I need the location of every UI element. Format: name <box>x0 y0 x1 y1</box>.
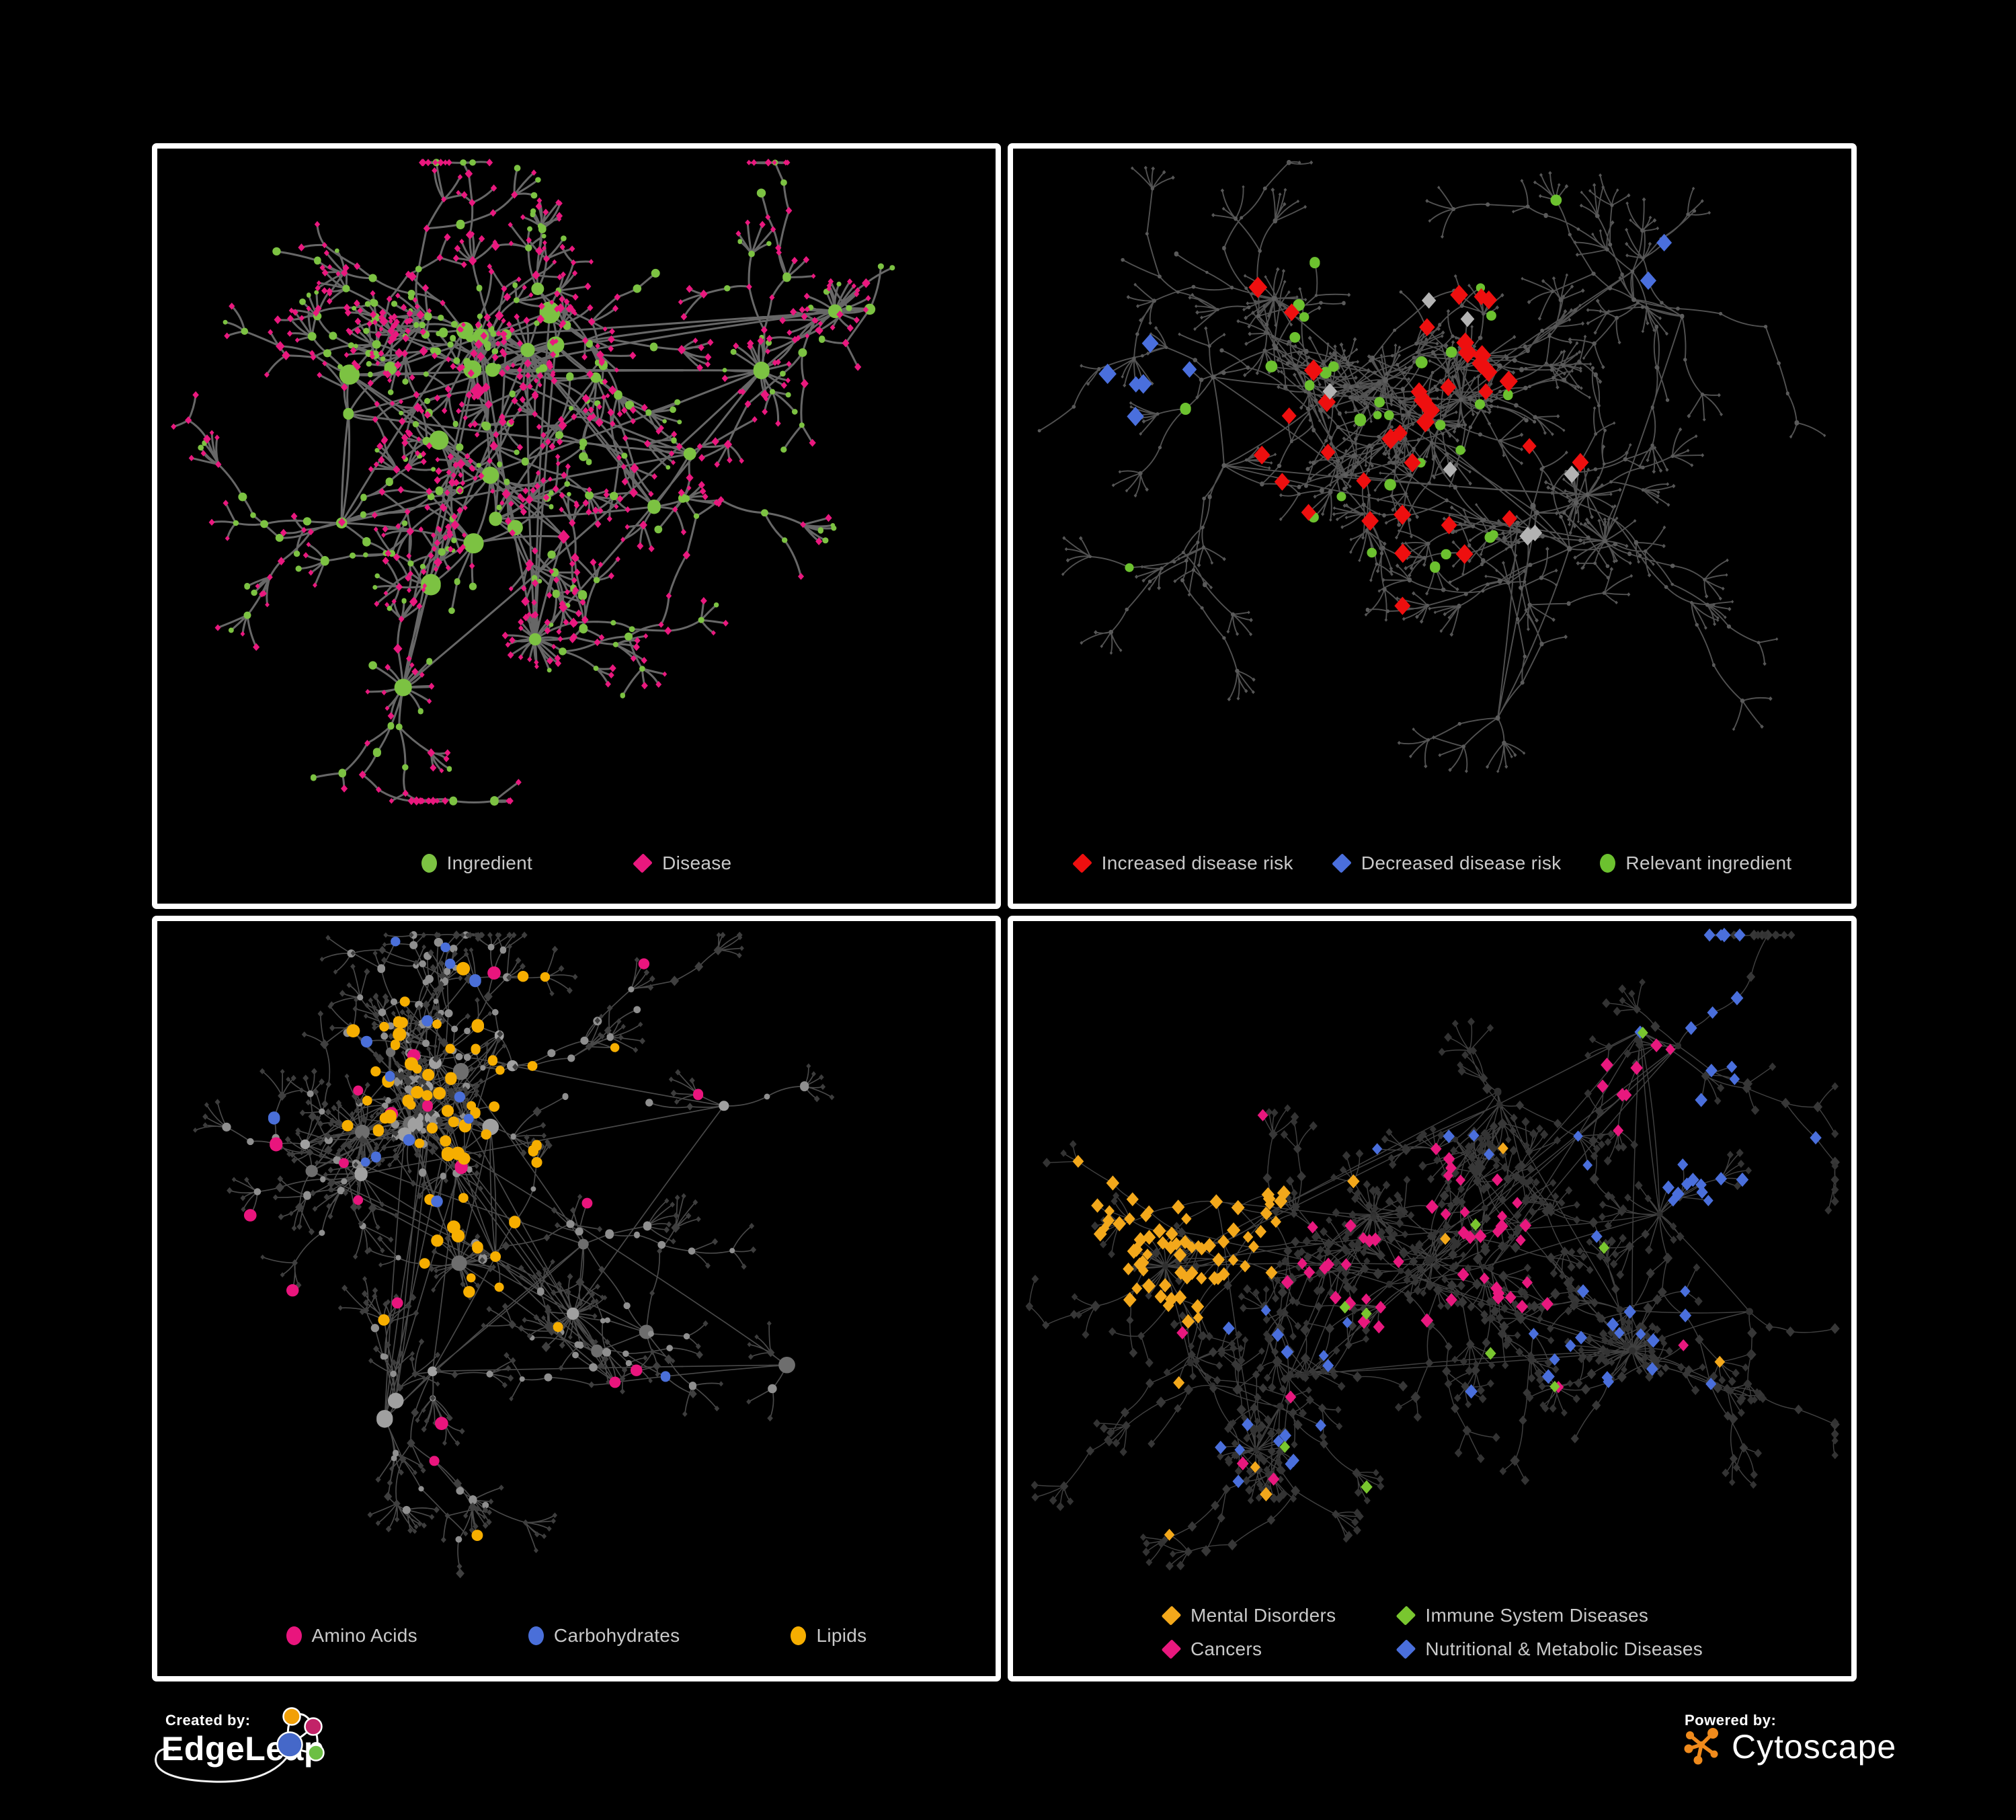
legend-diamond-marker <box>1161 1606 1181 1626</box>
legend-ingredient-disease: Ingredient Disease <box>157 853 996 874</box>
legend-label: Amino Acids <box>311 1625 417 1646</box>
legend-item-disease-classes-1: Immune System Diseases <box>1396 1605 1703 1626</box>
panel-nutrient-groups: Amino Acids Carbohydrates Lipids <box>152 916 1001 1681</box>
cytoscape-logo-icon <box>1684 1728 1718 1765</box>
legend-label: Ingredient <box>446 853 533 873</box>
created-by-label: Created by: <box>165 1712 251 1729</box>
legend-label: Relevant ingredient <box>1625 853 1792 873</box>
cytoscape-credit: Powered by: Cytoscape <box>1683 1708 1912 1802</box>
legend-circle-marker <box>791 1626 807 1645</box>
legend-nutrient-groups: Amino Acids Carbohydrates Lipids <box>157 1625 996 1647</box>
cytoscape-wordmark: Cytoscape <box>1732 1728 1897 1766</box>
legend-item-ingredient-disease-0: Ingredient <box>421 853 533 874</box>
network-graph-disease-classes <box>1025 927 1840 1571</box>
legend-label: Lipids <box>816 1625 867 1646</box>
legend-label: Cancers <box>1190 1638 1262 1659</box>
network-graph-disease-risk <box>1037 159 1826 773</box>
legend-label: Increased disease risk <box>1101 853 1293 873</box>
panel-ingredient-disease: Ingredient Disease <box>152 143 1001 909</box>
legend-label: Mental Disorders <box>1190 1605 1336 1626</box>
legend-item-disease-classes-2: Cancers <box>1161 1638 1336 1660</box>
legend-diamond-marker <box>1072 853 1092 873</box>
legend-diamond-marker <box>1396 1606 1416 1626</box>
legend-circle-marker <box>421 854 437 873</box>
legend-disease-classes: Mental Disorders Immune System Diseases Ca… <box>1161 1605 1703 1660</box>
legend-circle-marker <box>286 1626 302 1645</box>
legend-label: Decreased disease risk <box>1361 853 1562 873</box>
legend-disease-risk: Increased disease risk Decreased disease … <box>1013 853 1851 874</box>
network-panels-grid: Ingredient Disease Increased disease risk D… <box>152 143 1857 1681</box>
network-graph-nutrient-groups <box>192 931 835 1579</box>
legend-circle-marker <box>528 1626 544 1645</box>
legend-diamond-marker <box>1396 1639 1416 1659</box>
legend-item-disease-risk-2: Relevant ingredient <box>1600 853 1791 874</box>
legend-diamond-marker <box>1331 853 1352 873</box>
network-graph-ingredient-disease <box>171 158 895 806</box>
legend-item-nutrient-groups-1: Carbohydrates <box>528 1625 680 1647</box>
legend-item-nutrient-groups-0: Amino Acids <box>286 1625 417 1647</box>
powered-by-label: Powered by: <box>1685 1712 1777 1729</box>
edgeleap-credit: Created by: EdgeLeap <box>152 1707 475 1809</box>
panel-disease-risk: Increased disease risk Decreased disease … <box>1008 143 1857 909</box>
panel-disease-classes: Mental Disorders Immune System Diseases Ca… <box>1008 916 1857 1681</box>
edgeleap-swoosh <box>155 1743 296 1783</box>
edgeleap-logo-icon <box>276 1707 325 1762</box>
legend-item-disease-risk-0: Increased disease risk <box>1072 853 1293 874</box>
legend-label: Carbohydrates <box>553 1625 680 1646</box>
legend-label: Disease <box>662 853 732 873</box>
legend-label: Nutritional & Metabolic Diseases <box>1425 1638 1703 1659</box>
legend-diamond-marker <box>1161 1639 1181 1659</box>
legend-item-disease-classes-3: Nutritional & Metabolic Diseases <box>1396 1638 1703 1660</box>
legend-item-nutrient-groups-2: Lipids <box>791 1625 866 1647</box>
legend-label: Immune System Diseases <box>1425 1605 1649 1626</box>
legend-item-ingredient-disease-1: Disease <box>633 853 731 874</box>
legend-circle-marker <box>1600 854 1616 873</box>
legend-item-disease-classes-0: Mental Disorders <box>1161 1605 1336 1626</box>
legend-item-disease-risk-1: Decreased disease risk <box>1331 853 1562 874</box>
legend-diamond-marker <box>633 853 653 873</box>
